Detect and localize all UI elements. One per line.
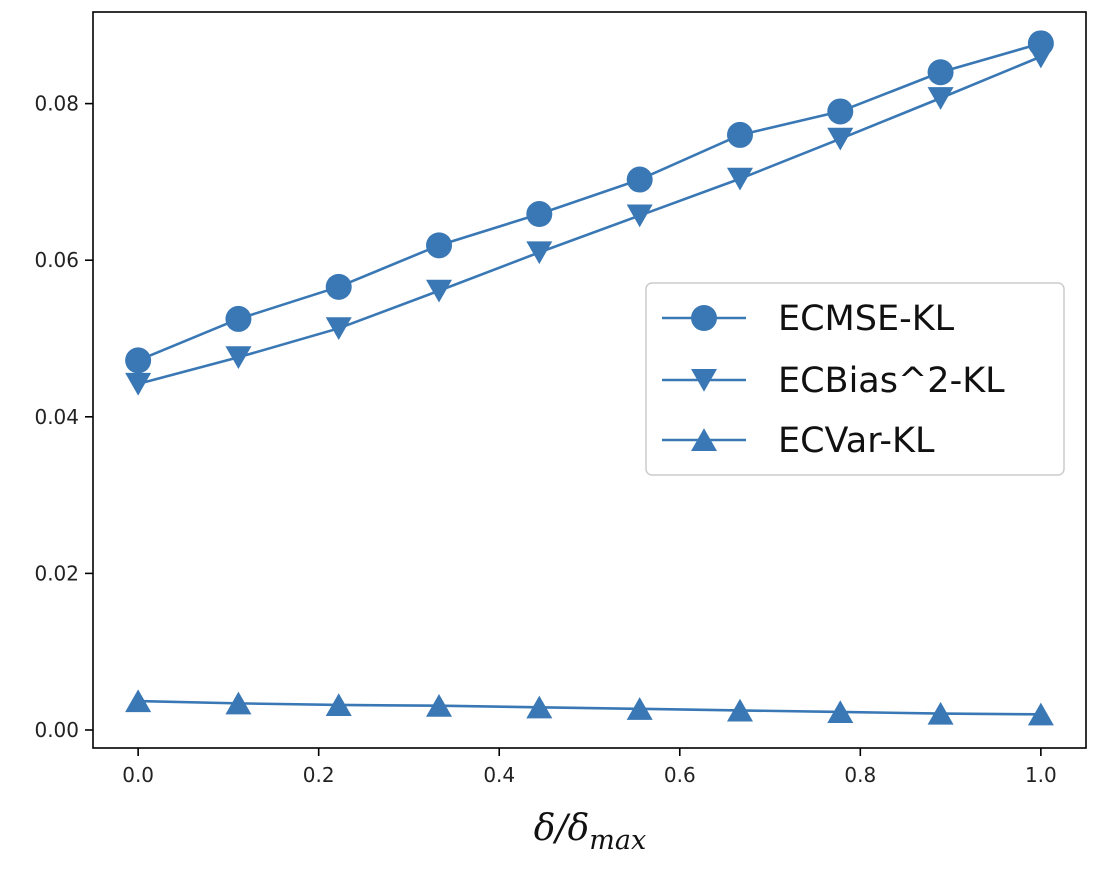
y-tick-label: 0.04 (34, 405, 79, 429)
data-point-1-1 (225, 346, 252, 369)
data-point-2-0 (125, 689, 152, 713)
y-tick-label: 0.06 (34, 248, 79, 272)
series-line-2 (138, 699, 1041, 716)
legend-label-1: ECBias^2-KL (778, 361, 1005, 401)
x-axis: 0.0 0.2 0.4 0.6 0.8 1.0 (122, 748, 1057, 787)
x-axis-label: δ/δmax (534, 808, 646, 856)
legend-label-0: ECMSE-KL (778, 299, 955, 339)
data-point-0-8 (927, 59, 954, 86)
data-point-1-9 (1027, 45, 1054, 69)
data-point-0-2 (325, 273, 352, 300)
data-point-2-4 (526, 695, 553, 719)
data-point-2-2 (325, 693, 352, 716)
legend-marker-0 (691, 305, 717, 331)
x-axis-label-subscript: max (589, 825, 646, 856)
x-tick-label: 0.4 (483, 763, 515, 787)
y-tick-label: 0.08 (34, 92, 79, 116)
legend-marker-2 (691, 428, 717, 452)
data-point-2-5 (626, 697, 653, 720)
x-tick-label: 0.2 (303, 763, 335, 787)
data-point-0-3 (426, 232, 453, 259)
series-line-0 (137, 42, 1042, 362)
data-point-1-7 (827, 127, 854, 151)
data-point-2-1 (225, 691, 252, 715)
legend-label-2: ECVar-KL (778, 421, 935, 461)
legend-frame (645, 282, 1065, 476)
data-point-1-0 (125, 372, 152, 396)
data-point-1-6 (726, 167, 753, 191)
series-layer (125, 30, 1054, 726)
data-point-0-7 (827, 98, 854, 125)
data-point-0-4 (526, 201, 553, 228)
data-point-0-1 (225, 305, 252, 332)
data-point-2-7 (827, 700, 854, 724)
data-point-1-5 (626, 204, 653, 228)
y-axis: 0.00 0.02 0.04 0.06 0.08 (34, 92, 93, 742)
data-point-2-9 (1027, 702, 1054, 726)
series-line-1 (137, 55, 1042, 386)
data-point-1-4 (526, 241, 553, 265)
data-point-0-6 (726, 121, 753, 148)
data-point-1-2 (325, 317, 352, 341)
data-point-0-5 (626, 166, 653, 193)
plot-frame (92, 11, 1087, 749)
x-tick-label: 1.0 (1025, 763, 1057, 787)
legend: ECMSE-KL ECBias^2-KL ECVar-KL (645, 282, 1065, 476)
data-point-1-3 (426, 279, 453, 303)
data-point-0-0 (125, 347, 152, 374)
x-tick-label: 0.0 (122, 763, 154, 787)
y-tick-label: 0.02 (34, 561, 79, 585)
data-point-2-8 (927, 701, 954, 725)
x-tick-label: 0.6 (664, 763, 696, 787)
legend-marker-1 (691, 368, 717, 392)
data-point-2-6 (726, 698, 753, 722)
data-point-1-8 (927, 87, 954, 110)
x-tick-label: 0.8 (844, 763, 876, 787)
x-axis-label-main: δ/δ (534, 808, 589, 849)
data-point-2-3 (426, 694, 453, 717)
y-tick-label: 0.00 (34, 718, 79, 742)
